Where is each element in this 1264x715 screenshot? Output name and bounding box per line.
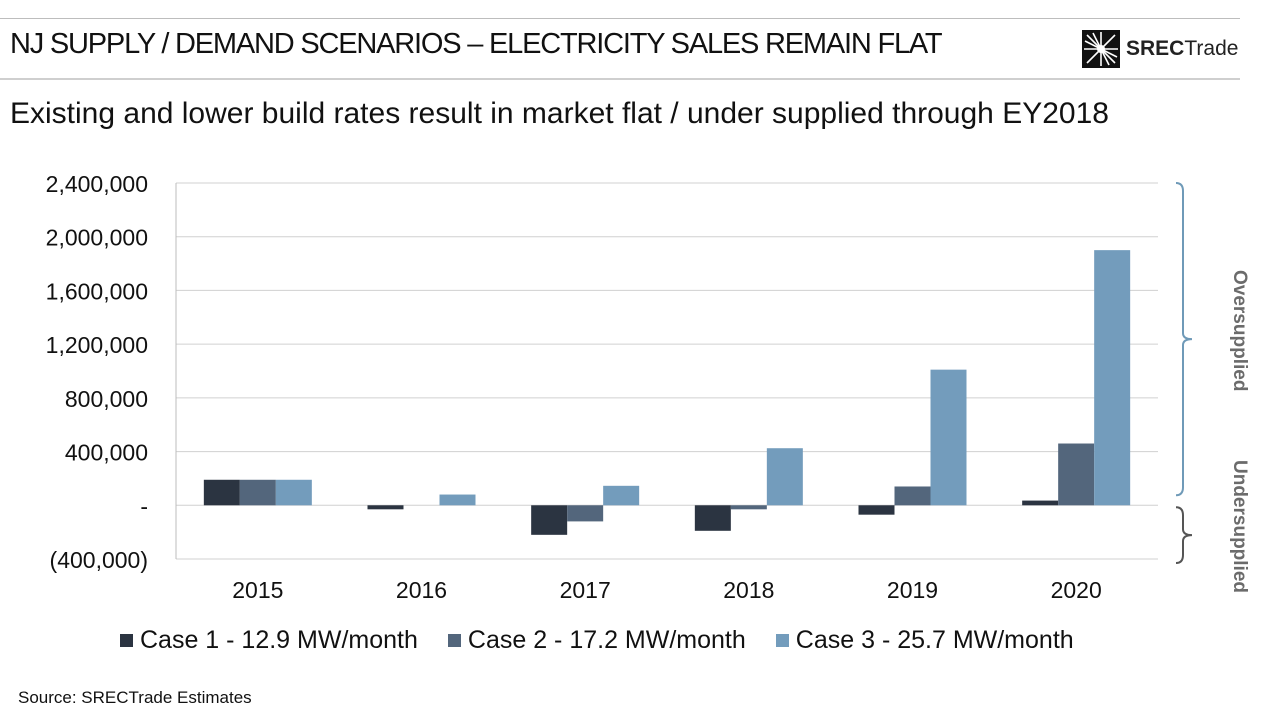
oversupplied-label: Oversupplied [1229, 270, 1250, 392]
legend-swatch-case1 [120, 634, 133, 647]
bar-case1-2015 [203, 479, 240, 506]
y-tick-label: - [140, 493, 148, 519]
bar-case1-2018 [694, 505, 731, 531]
chart-subtitle: Existing and lower build rates result in… [10, 97, 1109, 130]
y-tick-label: 1,200,000 [46, 332, 148, 358]
legend-swatch-case3 [775, 634, 789, 647]
bar-case1-2017 [531, 505, 568, 535]
top-rule [0, 18, 1240, 19]
starburst-logo-icon [1082, 30, 1120, 68]
bar-case3-2017 [603, 485, 640, 506]
undersupplied-bracket [1175, 506, 1193, 564]
source-note: Source: SRECTrade Estimates [18, 688, 252, 707]
legend-label-case1: Case 1 - 12.9 MW/month [140, 626, 418, 654]
bar-case1-2016 [367, 505, 404, 510]
legend-label-case3: Case 3 - 25.7 MW/month [795, 626, 1074, 654]
x-tick-label: 2017 [560, 577, 611, 603]
bar-chart: (400,000) - 400,000 800,000 1,200,000 1,600,0… [46, 171, 1193, 603]
bar-case3-2020 [1094, 250, 1131, 506]
bar-case2-2020 [1058, 443, 1095, 506]
bar-case3-2016 [439, 494, 476, 506]
undersupplied-label: Undersupplied [1229, 460, 1250, 594]
legend-item-case3: Case 3 - 25.7 MW/month [775, 626, 1074, 655]
bar-case1-2020 [1022, 500, 1059, 506]
header-rule [0, 78, 1240, 80]
bar-case3-2018 [766, 448, 803, 506]
y-tick-label: 400,000 [65, 440, 148, 466]
legend-swatch-case2 [447, 634, 461, 647]
legend-label-case2: Case 2 - 17.2 MW/month [467, 626, 746, 654]
x-tick-label: 2019 [887, 577, 938, 603]
bar-case2-2018 [730, 505, 767, 510]
bar-case3-2015 [275, 479, 312, 506]
x-tick-label: 2015 [232, 577, 283, 603]
bar-case2-2015 [239, 479, 276, 506]
bar-case2-2019 [894, 486, 931, 506]
srectrade-logo: SRECTrade [1082, 30, 1238, 68]
y-tick-label: 1,600,000 [46, 278, 148, 304]
y-tick-label: 2,400,000 [46, 171, 148, 197]
bar-case1-2019 [858, 505, 895, 515]
x-tick-label: 2020 [1051, 577, 1102, 603]
logo-text: SRECTrade [1126, 37, 1239, 60]
y-tick-label: 800,000 [65, 386, 148, 412]
page-title: NJ SUPPLY / DEMAND SCENARIOS – ELECTRICI… [10, 28, 943, 60]
oversupplied-bracket [1175, 182, 1193, 497]
legend-item-case2: Case 2 - 17.2 MW/month [447, 626, 746, 655]
bar-case2-2017 [567, 505, 604, 522]
x-tick-label: 2016 [396, 577, 447, 603]
legend-item-case1: Case 1 - 12.9 MW/month [120, 626, 418, 655]
y-tick-label: (400,000) [50, 547, 148, 573]
y-tick-label: 2,000,000 [46, 225, 148, 251]
x-tick-label: 2018 [723, 577, 774, 603]
bar-case3-2019 [930, 369, 967, 506]
chart-legend: Case 1 - 12.9 MW/month Case 2 - 17.2 MW/… [120, 626, 1074, 655]
